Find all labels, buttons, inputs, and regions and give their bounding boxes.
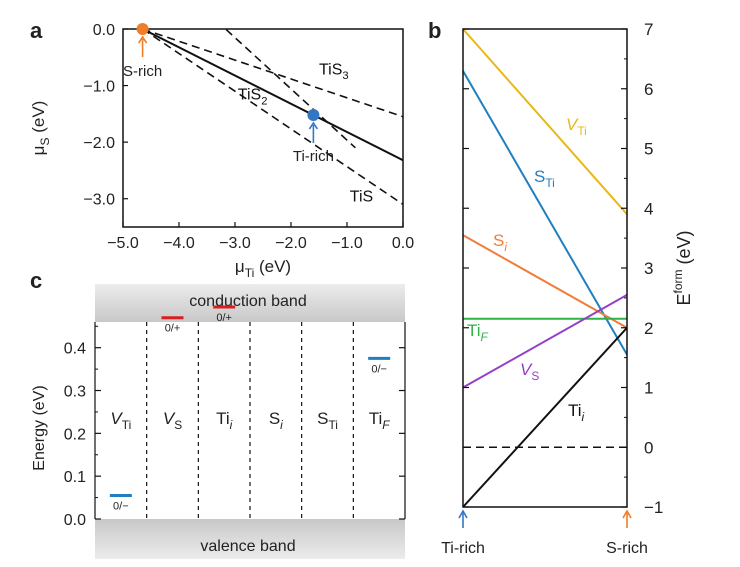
ti-rich-point [307, 108, 320, 121]
defect-label-sti: STi [317, 409, 338, 432]
valence-band [95, 519, 405, 559]
panel-a-series-label-tis3: TiS3 [319, 61, 349, 82]
ti-rich-bottom-arrow-head [458, 509, 468, 519]
panel-b-ylabel-sup: form [671, 270, 685, 294]
panel-b-frame [462, 28, 628, 508]
panel-a-ytick-label: 0.0 [93, 22, 115, 39]
panel-c-ytick-label: 0.4 [64, 341, 86, 358]
panel-a-line-boundary [224, 29, 356, 149]
panel-b-ytick-label: 4 [644, 199, 653, 218]
s-rich-bottom-arrow-head [622, 509, 632, 519]
panel-a-ytick-label: −3.0 [83, 192, 115, 209]
panel-b-ytick-label: 1 [644, 379, 653, 398]
panel-b-ytick-label: 6 [644, 80, 653, 99]
s-rich-label: S-rich [123, 63, 162, 80]
panel-b-ytick-label: 0 [644, 438, 653, 457]
defect-level-label: 0/+ [216, 312, 232, 324]
panel-c-ytick-label: 0.2 [64, 426, 86, 443]
ti-rich-label: Ti-rich [293, 148, 334, 165]
panel-b-label-vs: VS [520, 360, 539, 383]
panel-b-label-si: Si [493, 231, 507, 254]
panel-a-xtick-label: −5.0 [107, 235, 139, 252]
panel-a-xtick-label: 0.0 [392, 235, 414, 252]
panel-c-ytick-label: 0.1 [64, 469, 86, 486]
panel-b-ytick-label: 3 [644, 259, 653, 278]
panel-a-line-tis3 [142, 29, 403, 118]
panel-a-label: a [30, 18, 43, 43]
panel-b-line-sti [462, 70, 628, 356]
panel-b-chart: −1 0 1 2 3 4 5 6 7 VTi STi Si TiF VS Tii Eform (eV) T… [441, 20, 694, 557]
defect-level-label: 0/+ [165, 323, 181, 335]
defect-label-vs: VS [163, 409, 182, 432]
panel-a-chart: −5.0 −4.0 −3.0 −2.0 −1.0 0.0 0.0 −1.0 −2.0 −3.0 T… [29, 22, 414, 280]
panel-b-ytick-label: 2 [644, 319, 653, 338]
panel-b-line-tii [462, 327, 628, 508]
panel-b-label: b [428, 18, 441, 43]
panel-b-label-sti: STi [534, 167, 555, 190]
panel-b-ytick-label: 7 [644, 20, 653, 39]
panel-b-line-si [462, 234, 628, 329]
panel-a-series-label-tis2: TiS2 [238, 87, 268, 108]
panel-a-line-tis [142, 29, 403, 206]
defect-label-tii: Tii [216, 409, 233, 432]
panel-a-ytick-label: −1.0 [83, 79, 115, 96]
panel-a-ylabel: μS (eV) [29, 101, 52, 156]
valence-band-label: valence band [200, 538, 295, 555]
panel-b-ylabel: Eform (eV) [671, 230, 694, 305]
defect-label-si: Si [269, 409, 283, 432]
panel-a-xtick-label: −2.0 [275, 235, 307, 252]
panel-b-ytick-label: −1 [644, 498, 663, 517]
ti-rich-arrow-head [308, 121, 319, 130]
panel-b-ytick-label: 5 [644, 140, 653, 159]
s-rich-bottom-label: S-rich [606, 540, 648, 557]
panel-a-ytick-label: −2.0 [83, 135, 115, 152]
defect-label-vti: VTi [110, 409, 131, 432]
defect-level-label: 0/− [371, 363, 387, 375]
panel-a-series-label-tis: TiS [350, 189, 373, 206]
s-rich-point [136, 23, 149, 35]
panel-c-ytick-label: 0.3 [64, 384, 86, 401]
panel-a-frame [122, 28, 404, 228]
panel-b-line-vti [462, 28, 628, 215]
panel-c-ytick-label: 0.0 [64, 512, 86, 529]
panel-c-ylabel: Energy (eV) [31, 385, 48, 470]
panel-a-xtick-label: −3.0 [219, 235, 251, 252]
defect-label-tif: TiF [369, 409, 391, 432]
panel-a-xtick-label: −1.0 [331, 235, 363, 252]
defect-level-label: 0/− [113, 500, 129, 512]
panel-b-label-tii: Tii [568, 401, 585, 424]
panel-b-line-vs [462, 294, 628, 389]
panel-a-lines [142, 29, 403, 206]
panel-a-line-tis2 [142, 29, 403, 162]
panel-a-xlabel: μTi (eV) [235, 257, 291, 280]
s-rich-arrow-head [137, 35, 148, 44]
ti-rich-bottom-label: Ti-rich [441, 540, 485, 557]
conduction-band [95, 284, 405, 322]
panel-b-ylabel-unit: (eV) [674, 230, 694, 264]
panel-a-xtick-label: −4.0 [163, 235, 195, 252]
panel-c-label: c [30, 268, 42, 293]
panel-c-chart: conduction band valence band 0.0 0.1 0.2 0.… [31, 284, 406, 559]
conduction-band-label: conduction band [189, 293, 306, 310]
panel-b-label-vti: VTi [566, 115, 587, 138]
panel-b-ylabel-main: E [674, 294, 694, 306]
panel-b-label-tif: TiF [467, 321, 489, 344]
